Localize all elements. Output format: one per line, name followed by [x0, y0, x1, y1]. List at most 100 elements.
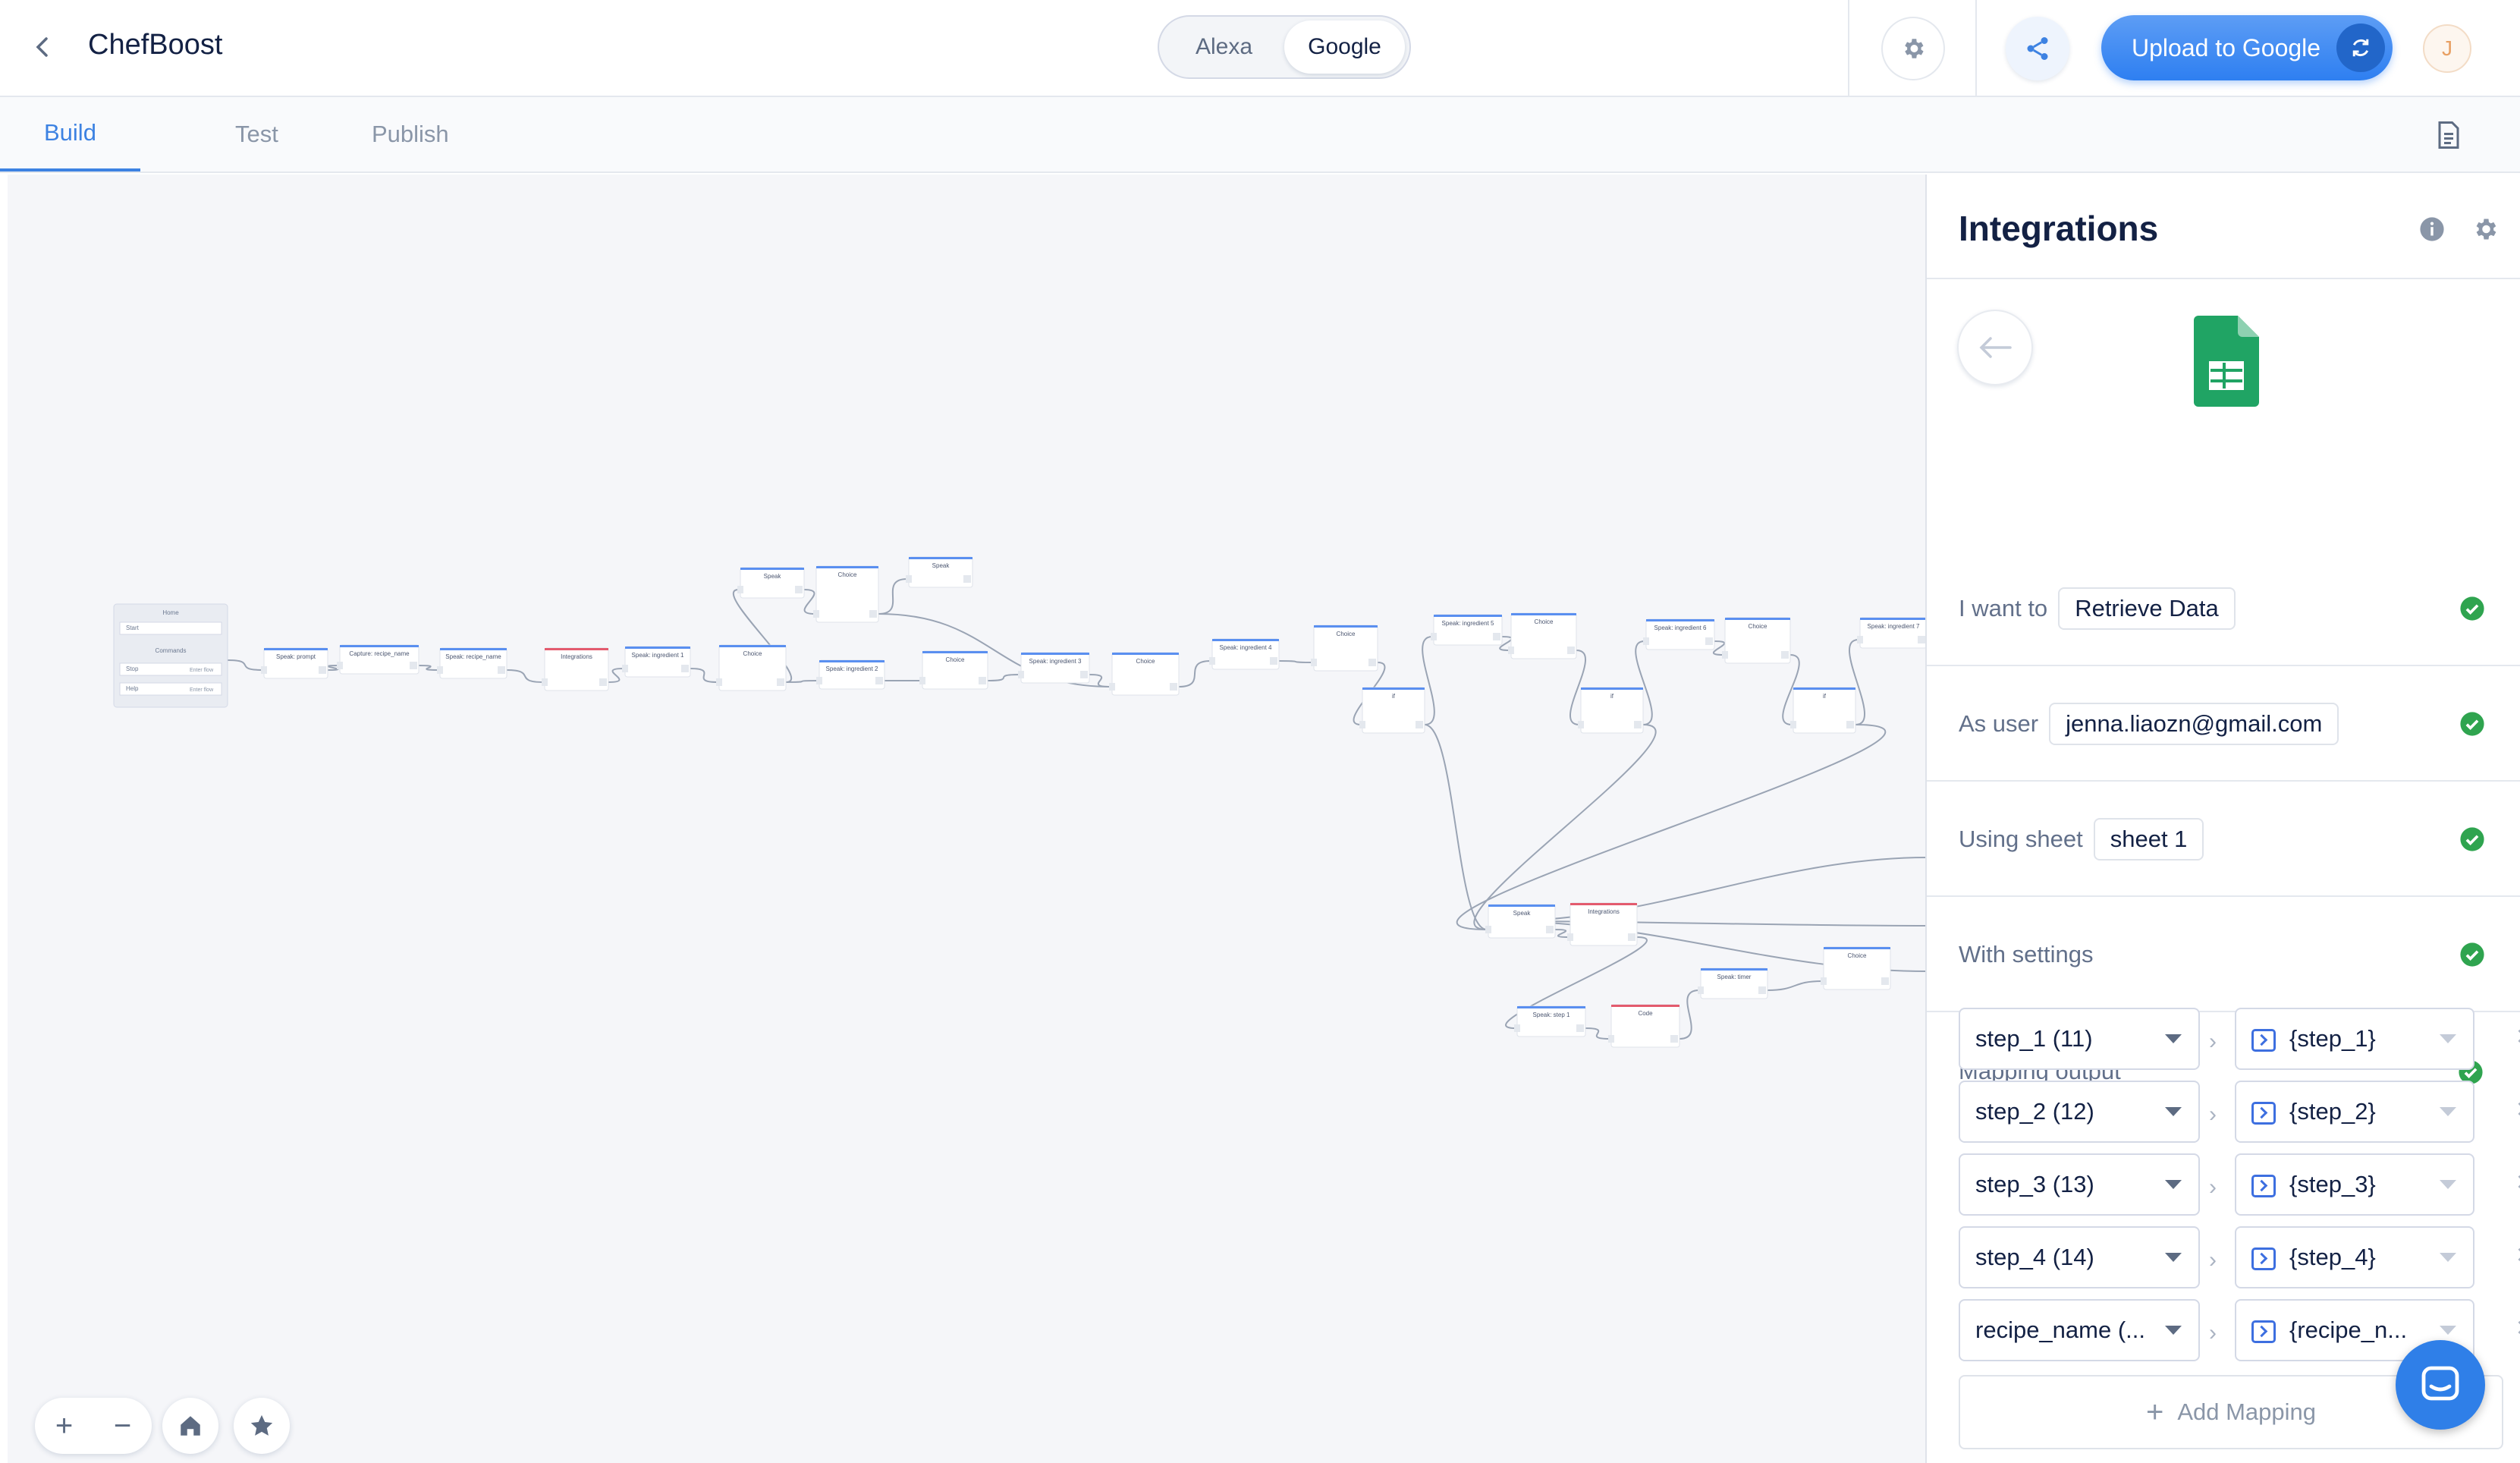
flow-node[interactable]: Speak [737, 567, 805, 599]
variable-select[interactable]: {step_1} [2235, 1008, 2474, 1070]
flow-node[interactable]: Code [1608, 1004, 1680, 1048]
settings-row[interactable]: With settings [1927, 898, 2520, 1012]
flow-node-label: Speak: ingredient 1 [632, 652, 684, 659]
flow-node[interactable]: Speak: prompt [261, 647, 328, 679]
flow-edge [803, 589, 815, 615]
flow-edge [608, 668, 624, 683]
home-block-label: Commands [156, 647, 187, 654]
action-row: I want to Retrieve Data [1927, 552, 2520, 666]
flow-node[interactable]: Speak: ingredient 3 [1018, 652, 1090, 684]
avatar[interactable]: J [2423, 24, 2471, 73]
flow-edge [418, 665, 439, 671]
flow-diagram: Home Start Commands Stop Help Enter flow Enter… [113, 556, 1927, 1048]
tab-build[interactable]: Build [0, 97, 140, 171]
flow-node[interactable]: Choice [716, 644, 787, 691]
add-mapping-button[interactable]: + Add Mapping [1959, 1375, 2503, 1449]
divider [1848, 0, 1849, 96]
home-block-label: Stop [126, 665, 139, 672]
platform-option-google[interactable]: Google [1284, 20, 1405, 74]
flow-node[interactable]: if [1790, 687, 1856, 734]
flow-node-label: Speak: ingredient 6 [1654, 625, 1707, 631]
settings-label: With settings [1959, 941, 2094, 967]
flow-node[interactable]: Integrations [542, 647, 609, 691]
flow-node[interactable]: if [1578, 687, 1644, 734]
chevron-right-icon: › [2209, 1247, 2217, 1273]
column-select[interactable]: step_2 (12) [1959, 1081, 2200, 1143]
divider [1927, 278, 2520, 279]
flow-node-label: Choice [1848, 952, 1867, 959]
flow-node[interactable]: Speak: ingredient 6 [1643, 618, 1715, 650]
home-button[interactable] [162, 1398, 218, 1454]
gear-icon[interactable] [2470, 214, 2500, 244]
variable-select[interactable]: {step_3} [2235, 1153, 2474, 1216]
flow-node[interactable]: Speak: ingredient 4 [1209, 638, 1280, 670]
caret-down-icon [2165, 1180, 2182, 1189]
user-label: As user [1959, 710, 2039, 737]
platform-toggle: Alexa Google [1158, 15, 1411, 79]
flow-node-label: Speak: recipe_name [445, 653, 501, 660]
flow-node[interactable]: Capture: recipe_name [337, 644, 419, 675]
close-icon[interactable]: × [2509, 1093, 2520, 1125]
zoom-in-button[interactable]: + [55, 1408, 74, 1443]
google-sheets-icon [2194, 316, 2259, 407]
check-circle-icon [2460, 827, 2484, 851]
zoom-out-button[interactable]: − [113, 1408, 132, 1443]
chevron-left-icon [36, 37, 48, 57]
flow-node[interactable]: Speak: ingredient 7 [1857, 617, 1927, 649]
flow-home-block[interactable]: Home Start Commands Stop Help Enter flow Enter… [113, 603, 228, 708]
flow-node[interactable]: Choice [1821, 946, 1891, 990]
flow-node[interactable]: Choice [813, 565, 879, 623]
chat-launcher-button[interactable] [2396, 1340, 2485, 1430]
variable-select[interactable]: {step_4} [2235, 1226, 2474, 1288]
column-select[interactable]: step_1 (11) [1959, 1008, 2200, 1070]
flow-node[interactable]: Choice [919, 650, 988, 690]
flow-node[interactable]: Choice [1722, 617, 1791, 664]
settings-button[interactable] [1881, 17, 1945, 80]
flow-node[interactable]: Speak [906, 556, 973, 588]
panel-back-button[interactable] [1957, 310, 2033, 385]
flow-node[interactable]: Choice [1109, 652, 1180, 696]
close-icon[interactable]: × [2509, 1239, 2520, 1271]
flow-node[interactable]: if [1359, 687, 1425, 734]
flow-node[interactable]: Speak: ingredient 2 [816, 659, 885, 690]
flow-node[interactable]: Speak: recipe_name [437, 647, 507, 679]
tab-publish[interactable]: Publish [372, 121, 449, 147]
tab-test[interactable]: Test [235, 121, 278, 147]
favorites-button[interactable] [234, 1398, 290, 1454]
sheet-select[interactable]: sheet 1 [2093, 818, 2204, 860]
close-icon[interactable]: × [2509, 1166, 2520, 1198]
panel-title: Integrations [1959, 209, 2159, 248]
variable-icon [2251, 1029, 2276, 1052]
flow-canvas[interactable]: Home Start Commands Stop Help Enter flow Enter… [8, 175, 1927, 1463]
mapping-row: step_3 (13) › {step_3} × [1959, 1153, 2520, 1216]
back-button[interactable] [21, 26, 64, 68]
notes-button[interactable] [2427, 114, 2470, 156]
flow-node[interactable]: Choice [1311, 625, 1378, 672]
variable-select[interactable]: {step_2} [2235, 1081, 2474, 1143]
upload-button[interactable]: Upload to Google [2101, 15, 2393, 80]
platform-option-alexa[interactable]: Alexa [1195, 34, 1253, 59]
flow-node[interactable]: Speak: ingredient 1 [622, 646, 691, 678]
flow-node[interactable]: Speak: timer [1698, 967, 1768, 999]
flow-node[interactable]: Integrations [1567, 902, 1638, 946]
caret-down-icon [2440, 1107, 2456, 1116]
info-icon[interactable] [2417, 214, 2447, 244]
flow-node-label: Choice [743, 650, 762, 657]
close-icon[interactable]: × [2509, 1021, 2520, 1052]
column-value: recipe_name (... [1975, 1317, 2145, 1343]
column-select[interactable]: step_3 (13) [1959, 1153, 2200, 1216]
flow-node-label: Speak: prompt [276, 653, 316, 660]
column-select[interactable]: recipe_name (... [1959, 1299, 2200, 1361]
zoom-controls: + − [35, 1398, 152, 1454]
flow-node[interactable]: Speak: step 1 [1514, 1005, 1586, 1037]
action-select[interactable]: Retrieve Data [2058, 587, 2236, 630]
flow-node[interactable]: Speak: ingredient 5 [1431, 614, 1503, 646]
flow-node[interactable]: Speak [1485, 904, 1556, 939]
flow-node-label: Speak: ingredient 4 [1220, 644, 1272, 651]
flow-node-label: if [1610, 693, 1614, 700]
close-icon[interactable]: × [2509, 1312, 2520, 1344]
user-select[interactable]: jenna.liaozn@gmail.com [2049, 703, 2339, 745]
column-select[interactable]: step_4 (14) [1959, 1226, 2200, 1288]
flow-node[interactable]: Choice [1508, 612, 1577, 659]
share-button[interactable] [2006, 17, 2069, 80]
